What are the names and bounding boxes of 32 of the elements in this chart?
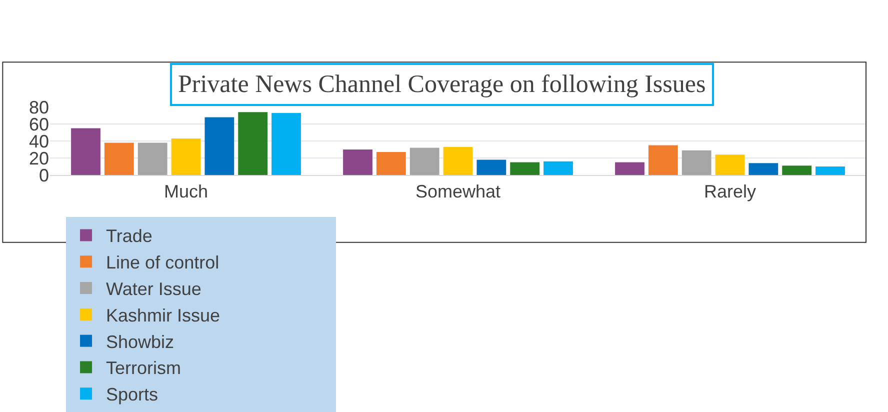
- bar: [615, 162, 644, 175]
- x-tick-label: Rarely: [704, 182, 756, 202]
- legend-label: Water Issue: [106, 279, 202, 300]
- bar: [682, 150, 712, 175]
- bar: [272, 112, 301, 175]
- bar: [544, 161, 573, 175]
- bar: [238, 112, 268, 175]
- bar: [648, 145, 678, 175]
- chart-title: Private News Channel Coverage on following Issues: [178, 71, 706, 98]
- bar: [104, 142, 134, 175]
- bar: [71, 128, 100, 175]
- legend-label: Line of control: [106, 252, 220, 273]
- legend-label: Trade: [106, 226, 152, 246]
- bar: [816, 166, 845, 175]
- bar: [782, 166, 812, 175]
- bar: [410, 148, 440, 175]
- bar: [715, 154, 745, 175]
- bar: [204, 117, 234, 175]
- x-tick-label: Much: [164, 182, 208, 202]
- legend-label: Showbiz: [106, 332, 174, 352]
- x-tick-label: Somewhat: [415, 182, 501, 202]
- bar: [510, 162, 540, 175]
- bar: [376, 152, 406, 175]
- bar: [343, 150, 372, 175]
- bar: [443, 146, 473, 175]
- bar: [748, 163, 778, 175]
- bar: [171, 138, 201, 175]
- legend-label: Terrorism: [106, 358, 182, 378]
- bar: [476, 160, 506, 175]
- legend-label: Kashmir Issue: [106, 305, 220, 326]
- legend-label: Sports: [106, 384, 158, 405]
- bar: [138, 142, 168, 175]
